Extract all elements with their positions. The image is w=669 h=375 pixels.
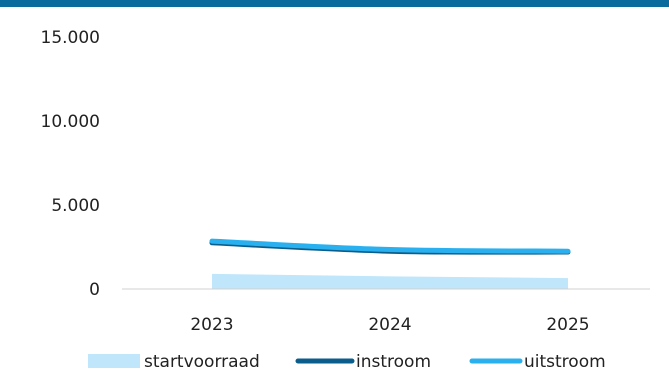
x-axis-ticks: 2023 2024 2025: [190, 315, 589, 335]
y-tick-label: 10.000: [41, 112, 100, 132]
y-axis-ticks: 0 5.000 10.000 15.000: [41, 28, 100, 300]
y-tick-label: 15.000: [41, 28, 100, 48]
legend-label-startvoorraad: startvoorraad: [144, 352, 260, 372]
x-tick-label: 2024: [368, 315, 411, 335]
x-tick-label: 2023: [190, 315, 233, 335]
y-tick-label: 0: [89, 280, 100, 300]
top-accent-bar: [0, 0, 669, 7]
series-line-uitstroom: [209, 238, 571, 254]
x-tick-label: 2025: [546, 315, 589, 335]
legend-label-uitstroom: uitstroom: [524, 352, 606, 372]
y-tick-label: 5.000: [51, 196, 100, 216]
legend-swatch-startvoorraad: [88, 354, 140, 368]
legend-label-instroom: instroom: [356, 352, 431, 372]
legend: startvoorraad instroom uitstroom: [88, 352, 606, 372]
plot-area: [209, 238, 571, 289]
series-area-startvoorraad: [212, 273, 568, 289]
